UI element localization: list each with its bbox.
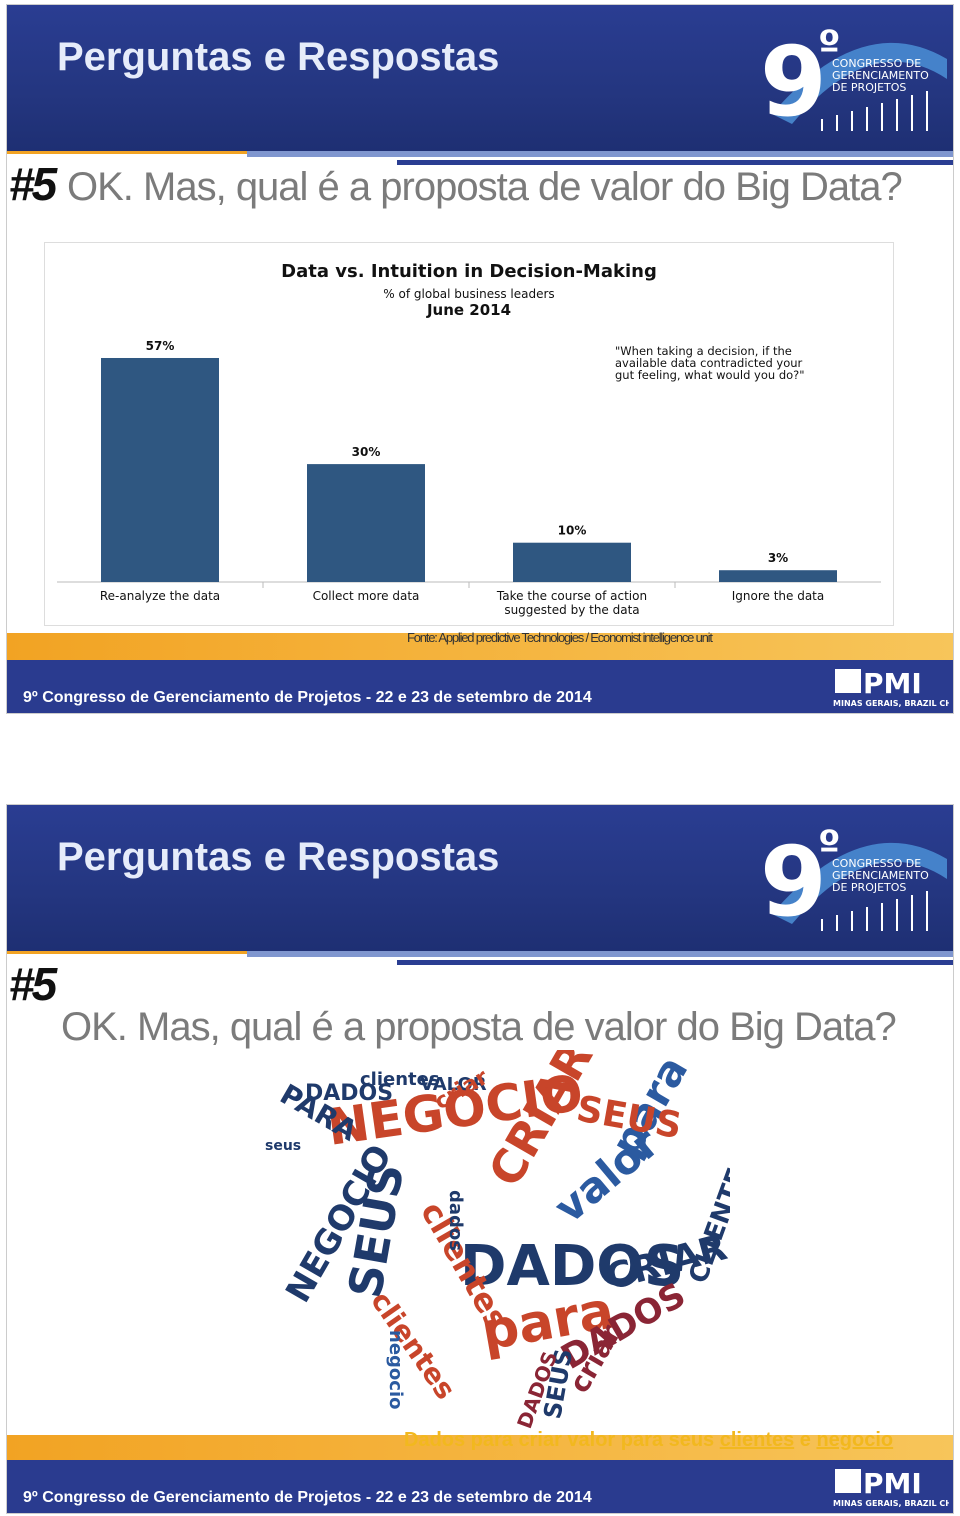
question: OK. Mas, qual é a proposta de valor do B…: [67, 165, 903, 209]
bar: [513, 542, 631, 582]
logo-line: GERENCIAMENTO: [832, 69, 929, 82]
category-label: Take the course of action: [496, 589, 647, 603]
header-stripes: [7, 151, 953, 165]
logo-line: CONGRESSO DE: [832, 57, 921, 70]
caption-part: negocio: [816, 1429, 894, 1451]
chart-subtitle: % of global business leaders: [383, 287, 554, 301]
value-label: 30%: [352, 445, 381, 459]
slide: Perguntas e Respostas 9 º CONGRESSO DE GEREN…: [6, 804, 954, 1514]
logo-number: 9: [760, 26, 827, 138]
cloud-word: VALOR: [420, 1074, 487, 1095]
bar: [307, 464, 425, 582]
question: OK. Mas, qual é a proposta de valor do B…: [61, 1005, 897, 1049]
stripe: [247, 951, 953, 957]
category-label: Ignore the data: [732, 589, 825, 603]
logo-number: 9: [760, 826, 827, 938]
pmi-text: PMI: [863, 667, 922, 700]
pmi-chapter: MINAS GERAIS, BRAZIL CHAPTER: [833, 699, 949, 708]
cloud-word: negocio: [385, 1330, 406, 1409]
slide-title: Perguntas e Respostas: [57, 835, 500, 879]
header-stripes: [7, 951, 953, 965]
cloud-word: seus: [265, 1138, 301, 1154]
annotation: gut feeling, what would you do?": [615, 368, 805, 382]
value-label: 57%: [146, 339, 175, 353]
cloud-word: clientes: [360, 1069, 440, 1090]
pmi-box: [835, 669, 861, 693]
logo-line: DE PROJETOS: [832, 881, 906, 894]
pmi-chapter: MINAS GERAIS, BRAZIL CHAPTER: [833, 1499, 949, 1508]
annotation: available data contradicted your: [615, 356, 803, 370]
chart: Data vs. Intuition in Decision-Making % o…: [44, 242, 894, 626]
value-label: 3%: [768, 551, 788, 565]
caption-part: Dados para criar valor para seus: [404, 1429, 715, 1451]
chart-date: June 2014: [426, 301, 511, 319]
stripe: [7, 151, 247, 154]
caption-part: e: [799, 1429, 811, 1451]
stripe: [397, 160, 953, 165]
logo-line: DE PROJETOS: [832, 81, 906, 94]
slide: Perguntas e Respostas 9 º CONGRESSO DE GEREN…: [6, 4, 954, 714]
footer-band: 9º Congresso de Gerenciamento de Projeto…: [7, 1460, 953, 1513]
pmi-box: [835, 1469, 861, 1493]
bar: [719, 570, 837, 582]
stripe: [397, 960, 953, 965]
source-note: Fonte: Applied predictive Technologies /…: [407, 630, 713, 645]
cloud-word: clientes: [364, 1285, 462, 1405]
orange-band: [7, 633, 953, 660]
orange-band: [7, 1435, 953, 1460]
cloud-word: DADOS: [305, 1081, 393, 1106]
logo-ordinal: º: [818, 23, 841, 69]
category-label: Collect more data: [313, 589, 420, 603]
annotation: "When taking a decision, if the: [615, 344, 792, 358]
footer-band: 9º Congresso de Gerenciamento de Projeto…: [7, 660, 953, 713]
value-label: 10%: [558, 524, 587, 538]
logo-ordinal: º: [818, 823, 841, 869]
footer-text: 9º Congresso de Gerenciamento de Projeto…: [23, 1489, 592, 1506]
bar: [101, 357, 219, 582]
footer-text: 9º Congresso de Gerenciamento de Projeto…: [23, 689, 592, 706]
caption-part: clientes: [719, 1429, 795, 1451]
stripe: [7, 951, 247, 954]
pmi-text: PMI: [863, 1467, 922, 1500]
category-label: suggested by the data: [504, 603, 639, 617]
stripe: [247, 151, 953, 157]
cloud-word: DADOS: [460, 1234, 684, 1299]
logo-arc: [772, 42, 947, 124]
caption: Dados para criar valor para seus cliente…: [404, 1429, 893, 1452]
category-label: Re-analyze the data: [100, 589, 220, 603]
header-band: [7, 805, 953, 951]
logo-line: CONGRESSO DE: [832, 857, 921, 870]
cloud-word: dados: [445, 1190, 466, 1251]
slide-title: Perguntas e Respostas: [57, 35, 500, 79]
logo-line: GERENCIAMENTO: [832, 869, 929, 882]
chart-title: Data vs. Intuition in Decision-Making: [281, 261, 657, 282]
header-band: [7, 5, 953, 151]
question-number: #5: [9, 158, 57, 210]
logo-arc: [772, 842, 947, 924]
question-number: #5: [9, 958, 57, 1010]
